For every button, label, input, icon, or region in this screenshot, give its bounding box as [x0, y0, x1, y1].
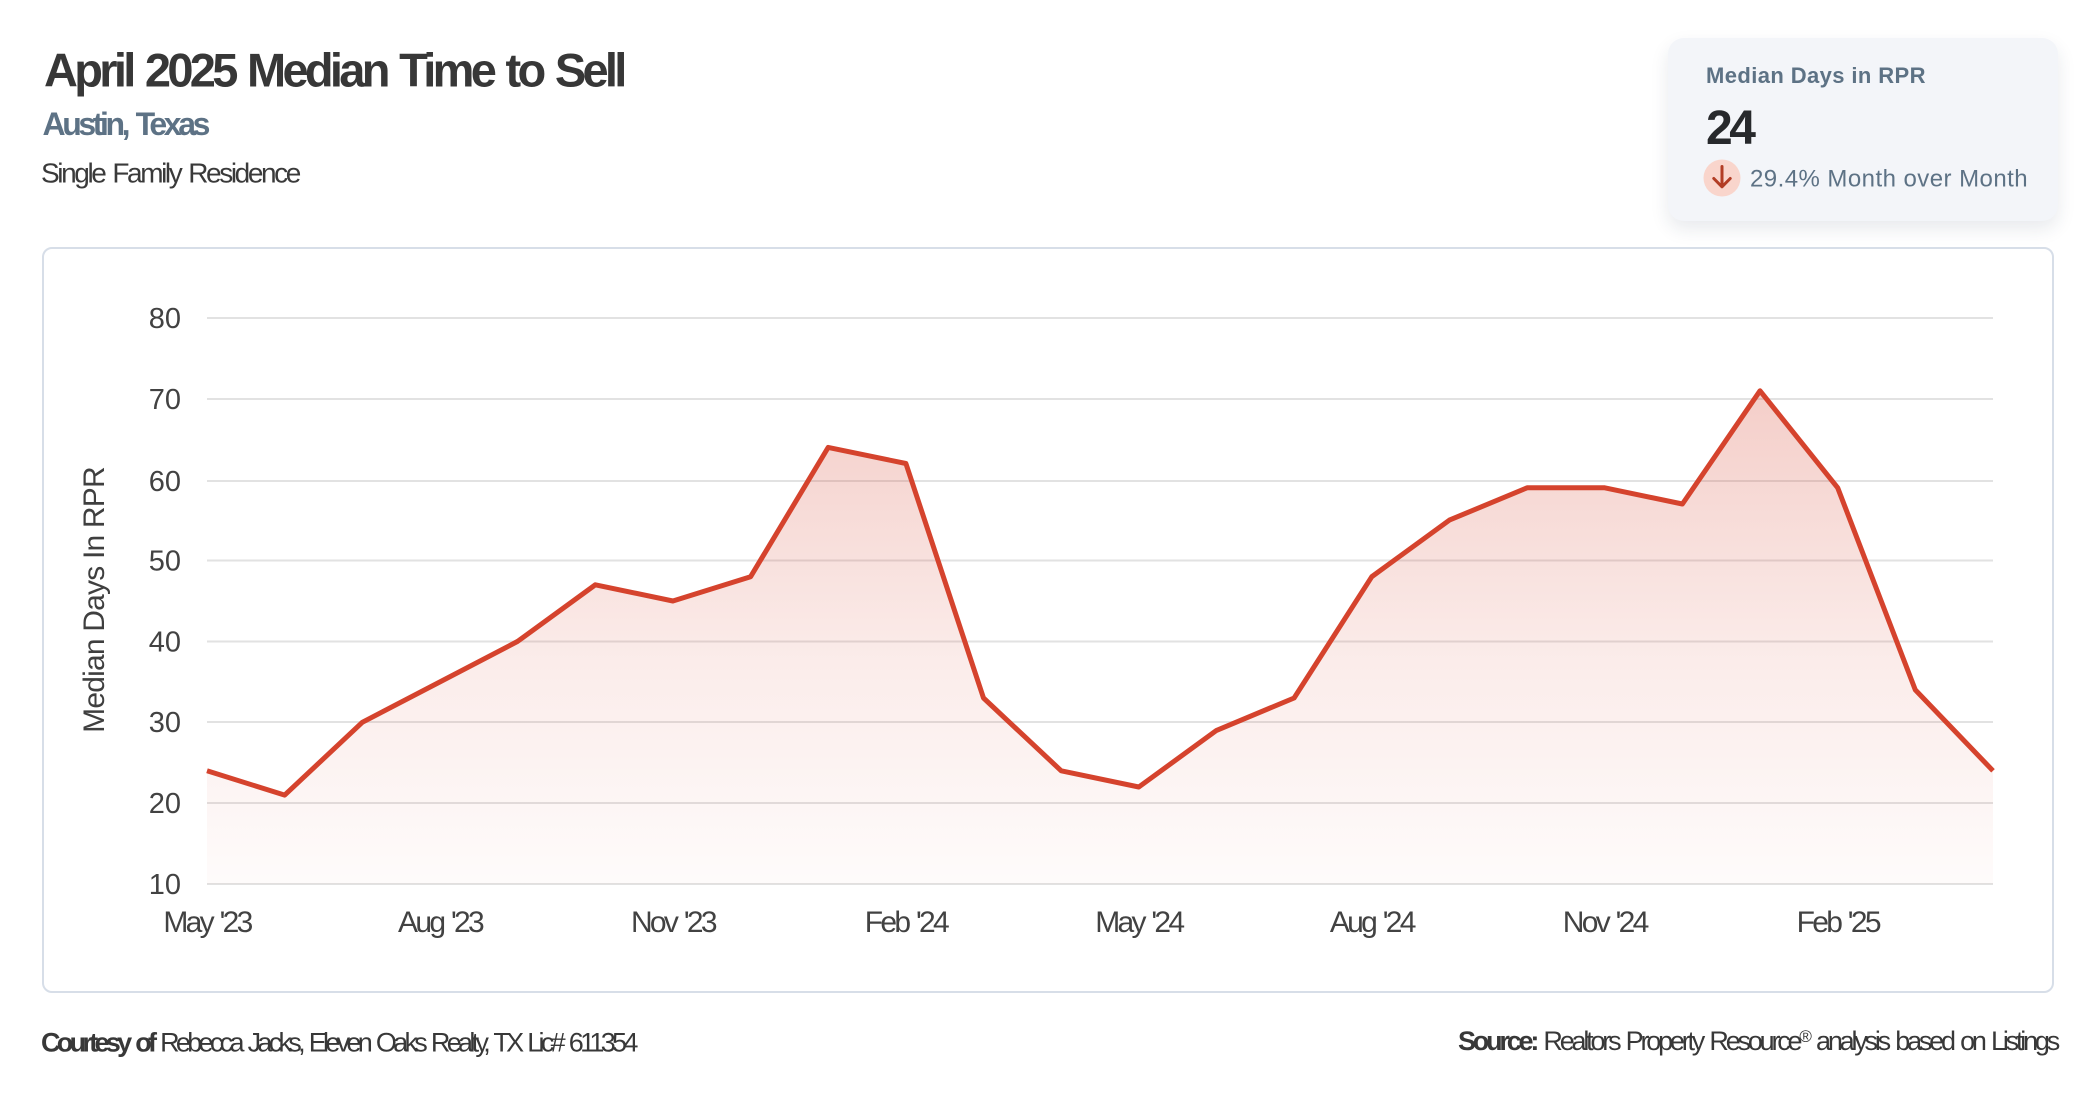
svg-text:Nov '24: Nov '24: [1563, 906, 1649, 939]
svg-text:Aug '23: Aug '23: [398, 906, 484, 939]
svg-text:May '23: May '23: [163, 906, 252, 939]
svg-text:Feb '25: Feb '25: [1797, 906, 1881, 939]
svg-text:20: 20: [149, 788, 181, 820]
svg-text:Nov '23: Nov '23: [631, 906, 717, 939]
svg-text:50: 50: [149, 546, 181, 578]
svg-text:70: 70: [149, 384, 181, 416]
svg-text:Source: Realtors Property Reso: Source: Realtors Property Resource® anal…: [1458, 1026, 2060, 1056]
svg-text:10: 10: [149, 869, 181, 901]
svg-text:Austin, Texas: Austin, Texas: [43, 106, 210, 142]
svg-text:Single Family Residence: Single Family Residence: [41, 158, 301, 189]
svg-text:30: 30: [149, 707, 181, 739]
svg-text:80: 80: [149, 303, 181, 335]
svg-text:60: 60: [149, 466, 181, 498]
svg-text:40: 40: [149, 627, 181, 659]
svg-text:24: 24: [1706, 102, 1756, 155]
svg-text:Feb '24: Feb '24: [865, 906, 949, 939]
svg-text:Aug '24: Aug '24: [1330, 906, 1416, 939]
svg-text:Median Days In RPR: Median Days In RPR: [78, 467, 111, 733]
svg-text:29.4% Month over Month: 29.4% Month over Month: [1750, 166, 2028, 193]
svg-text:Median Days in RPR: Median Days in RPR: [1706, 63, 1926, 88]
svg-text:Courtesy of Rebecca Jacks, Ele: Courtesy of Rebecca Jacks, Eleven Oaks R…: [41, 1028, 638, 1058]
svg-text:May '24: May '24: [1095, 906, 1184, 939]
svg-text:April 2025 Median Time to Sell: April 2025 Median Time to Sell: [44, 44, 624, 97]
